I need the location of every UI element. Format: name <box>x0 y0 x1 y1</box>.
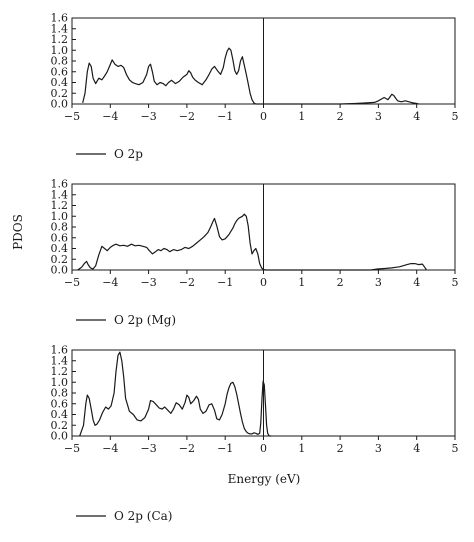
y-tick-label: 1.2 <box>51 199 69 212</box>
x-tick-label: 5 <box>452 110 459 123</box>
y-tick-label: 1.2 <box>51 365 69 378</box>
x-tick-label: −1 <box>217 442 233 455</box>
y-tick-label: 0.2 <box>51 87 69 100</box>
x-tick-label: −4 <box>102 442 118 455</box>
y-tick-label: 1.6 <box>51 178 69 191</box>
y-tick-label: 0.4 <box>51 408 69 421</box>
y-tick-label: 0.6 <box>51 65 69 78</box>
x-tick-label: −5 <box>64 276 80 289</box>
pdos-series-line <box>82 47 419 105</box>
x-tick-label: −2 <box>179 442 195 455</box>
x-tick-label: 4 <box>413 110 420 123</box>
y-tick-label: 1.4 <box>51 354 69 367</box>
legend-label: O 2p (Mg) <box>114 313 176 327</box>
x-tick-label: 5 <box>452 276 459 289</box>
x-tick-label: −1 <box>217 276 233 289</box>
y-tick-label: 1.4 <box>51 22 69 35</box>
y-tick-label: 1.0 <box>51 376 69 389</box>
y-tick-label: 1.0 <box>51 44 69 57</box>
y-tick-label: 0.2 <box>51 419 69 432</box>
pdos-panel-1: 0.00.20.40.60.81.01.21.41.6 −5 −4 −3 −2 −1 0 1 2… <box>51 12 459 162</box>
x-tick-label: 0 <box>260 110 267 123</box>
legend-label: O 2p (Ca) <box>114 509 172 523</box>
y-tick-label: 0.4 <box>51 242 69 255</box>
pdos-series-line <box>77 213 427 271</box>
y-tick-label: 1.4 <box>51 188 69 201</box>
x-tick-label: −2 <box>179 276 195 289</box>
x-tick-label: −3 <box>140 276 156 289</box>
y-tick-label: 0.2 <box>51 253 69 266</box>
pdos-series-line <box>79 351 272 437</box>
x-tick-label: −4 <box>102 276 118 289</box>
x-tick-label: −1 <box>217 110 233 123</box>
y-tick-label: 0.6 <box>51 231 69 244</box>
x-tick-label: 2 <box>337 442 344 455</box>
y-tick-label: 1.2 <box>51 33 69 46</box>
x-tick-label: −4 <box>102 110 118 123</box>
x-tick-label: 3 <box>375 442 382 455</box>
x-tick-label: 1 <box>298 442 305 455</box>
y-tick-label: 0.0 <box>51 264 69 277</box>
y-tick-label: 0.8 <box>51 221 69 234</box>
x-tick-label: 0 <box>260 442 267 455</box>
y-tick-label: 0.0 <box>51 430 69 443</box>
y-tick-label: 1.6 <box>51 12 69 25</box>
x-tick-label: 3 <box>375 276 382 289</box>
y-tick-label: 1.0 <box>51 210 69 223</box>
x-tick-label: 5 <box>452 442 459 455</box>
x-tick-label: −3 <box>140 442 156 455</box>
y-tick-label: 1.6 <box>51 344 69 357</box>
x-tick-label: 1 <box>298 110 305 123</box>
x-tick-label: −5 <box>64 442 80 455</box>
x-tick-label: 1 <box>298 276 305 289</box>
y-axis-title: PDOS <box>11 214 25 250</box>
x-tick-label: 2 <box>337 276 344 289</box>
legend-label: O 2p <box>114 147 143 161</box>
y-tick-label: 0.0 <box>51 98 69 111</box>
x-tick-label: 2 <box>337 110 344 123</box>
x-tick-label: −2 <box>179 110 195 123</box>
pdos-panel-3: 0.00.20.40.60.81.01.21.41.6 −5 −4 −3 −2 −1 0 1 2… <box>51 344 459 524</box>
x-tick-label: 4 <box>413 276 420 289</box>
x-tick-label: 3 <box>375 110 382 123</box>
y-tick-label: 0.4 <box>51 76 69 89</box>
x-tick-label: 4 <box>413 442 420 455</box>
x-tick-label: −5 <box>64 110 80 123</box>
y-tick-label: 0.8 <box>51 387 69 400</box>
y-tick-label: 0.6 <box>51 397 69 410</box>
x-tick-label: 0 <box>260 276 267 289</box>
y-tick-label: 0.8 <box>51 55 69 68</box>
x-axis-title: Energy (eV) <box>228 472 301 486</box>
pdos-panel-2: 0.00.20.40.60.81.01.21.41.6 −5 −4 −3 −2 −1 0 1 2… <box>51 178 459 328</box>
x-tick-label: −3 <box>140 110 156 123</box>
